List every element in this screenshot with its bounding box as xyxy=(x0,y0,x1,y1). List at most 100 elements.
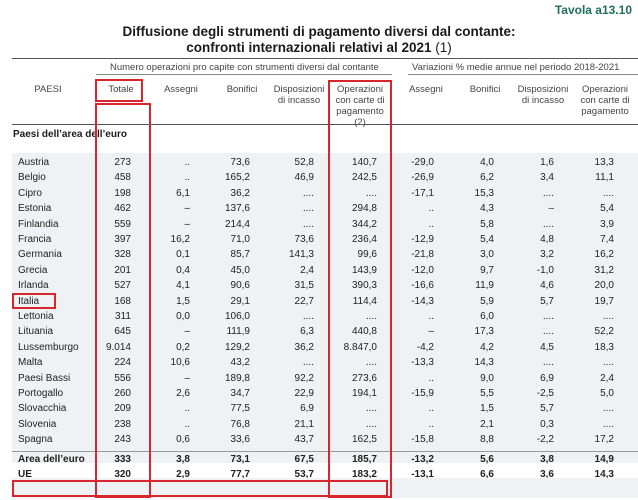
col-header-carte: Operazioni con carte di pagamento (2) xyxy=(335,84,385,128)
col-header-totale: Totale xyxy=(108,84,134,95)
table-cell: 458 xyxy=(114,172,131,184)
table-cell: 1,5 xyxy=(176,295,190,307)
row-label: Irlanda xyxy=(18,280,49,292)
table-cell: 73,6 xyxy=(230,157,250,168)
table-cell: 92,2 xyxy=(294,372,314,384)
table-cell: 238 xyxy=(114,418,131,430)
table-cell: – xyxy=(184,372,190,384)
table-cell: 46,9 xyxy=(294,172,314,184)
table-row: Spagna 243 0,6 33,6 43,7 162,5 -15,8 8,8 -2,2 17,… xyxy=(12,433,638,448)
table-cell: 14,3 xyxy=(594,469,614,481)
table-row: Finlandia 559 – 214,4.... 344,2.. 5,8.... 3,9 xyxy=(12,218,638,233)
table-number: Tavola a13.10 xyxy=(554,3,632,17)
header-rule xyxy=(12,124,638,125)
table-cell: 77,5 xyxy=(230,403,250,415)
table-cell: 9.014 xyxy=(105,341,131,353)
table-cell: 34,7 xyxy=(230,388,250,399)
table-cell: 273 xyxy=(114,157,131,168)
table-cell: 129,2 xyxy=(224,341,250,353)
table-cell: 31,2 xyxy=(594,264,614,276)
table-cell: -12,0 xyxy=(411,264,434,276)
table-cell: 36,2 xyxy=(230,187,250,199)
table-cell: 5,4 xyxy=(600,203,614,215)
table-cell: .. xyxy=(428,403,434,415)
row-label: Lettonia xyxy=(18,311,54,322)
table-cell: .... xyxy=(602,187,614,199)
table-title-line1: Diffusione degli strumenti di pagamento … xyxy=(122,24,516,39)
table-cell: -17,1 xyxy=(411,187,434,199)
table-cell: 328 xyxy=(114,249,131,261)
table-cell: 3,2 xyxy=(540,249,554,261)
row-label: Lussemburgo xyxy=(18,341,79,353)
table-cell: 527 xyxy=(114,280,131,292)
table-cell: 5,9 xyxy=(480,295,494,307)
table-cell: 8,8 xyxy=(480,434,494,446)
row-label: Slovenia xyxy=(18,418,57,430)
table-cell: 165,2 xyxy=(224,172,250,184)
table-row: Francia 397 16,2 71,0 73,6 236,4 -12,9 5,4 4,8 7,… xyxy=(12,233,638,248)
table-cell: 11,9 xyxy=(475,280,494,292)
table-cell: .. xyxy=(184,403,190,415)
table-cell: 16,2 xyxy=(594,249,614,261)
table-cell: 31,5 xyxy=(294,280,314,292)
table-cell: 33,6 xyxy=(230,434,250,446)
table-cell: 556 xyxy=(114,372,131,384)
table-row: Slovacchia 209.. 77,5 6,9...... 1,5 5,7.... xyxy=(12,402,638,417)
row-label: Belgio xyxy=(18,172,46,184)
table-cell: 7,4 xyxy=(600,234,614,245)
table-cell: 53,7 xyxy=(294,469,314,481)
table-cell: 85,7 xyxy=(230,249,250,261)
table-cell: 14,3 xyxy=(474,357,494,369)
table-cell: 3,8 xyxy=(540,453,554,465)
table-cell: .... xyxy=(365,418,377,430)
table-cell: 0,4 xyxy=(176,264,190,276)
table-cell: -4,2 xyxy=(416,341,434,353)
table-cell: – xyxy=(184,218,190,230)
table-cell: – xyxy=(548,203,554,215)
table-cell: 3,6 xyxy=(540,469,554,481)
table-cell: -13,1 xyxy=(411,469,434,481)
table-title-text: confronti internazionali relativi al 202… xyxy=(186,40,432,55)
table-cell: -16,6 xyxy=(411,280,434,292)
row-label: Lituania xyxy=(18,326,54,338)
row-label: Austria xyxy=(18,157,50,168)
row-label: Spagna xyxy=(18,434,53,446)
table-cell: .... xyxy=(542,326,554,338)
table-cell: 5,7 xyxy=(540,403,554,415)
table-cell: 5,8 xyxy=(480,218,494,230)
top-rule xyxy=(12,58,638,59)
table-row: Malta 224 10,6 43,2........ -13,3 14,3.......… xyxy=(12,356,638,371)
col-header-disposizioni: Disposizioni di incasso xyxy=(273,84,325,106)
table-cell: .. xyxy=(428,372,434,384)
table-row: Slovenia 238.. 76,8 21,1...... 2,1 0,3.... xyxy=(12,418,638,433)
table-cell: 5,6 xyxy=(480,453,494,465)
table-cell: 462 xyxy=(114,203,131,215)
table-cell: 114,4 xyxy=(352,295,377,307)
table-cell: 106,0 xyxy=(224,311,250,322)
table-cell: 43,2 xyxy=(230,357,250,369)
table-cell: .... xyxy=(302,357,314,369)
table-cell: .. xyxy=(428,418,434,430)
table-cell: 2,1 xyxy=(480,418,494,430)
table-cell: .... xyxy=(542,311,554,322)
table-cell: 243 xyxy=(114,434,131,446)
table-cell: -14,3 xyxy=(411,295,434,307)
group-rule-changes xyxy=(408,74,638,75)
table-row: Lituania 645 – 111,9 6,3 440,8 – 17,3.... 52,2 xyxy=(12,325,638,340)
table-cell: 5,5 xyxy=(480,388,494,399)
table-cell: .... xyxy=(602,403,614,415)
highlight-totale-header xyxy=(95,79,143,102)
row-label: Slovacchia xyxy=(18,403,67,415)
table-cell: 4,8 xyxy=(540,234,554,245)
table-cell: 111,9 xyxy=(226,326,250,338)
table-cell: -26,9 xyxy=(411,172,434,184)
col-header-var-disposizioni: Disposizioni di incasso xyxy=(517,84,569,106)
table-cell: 17,2 xyxy=(594,434,614,446)
table-cell: 2,6 xyxy=(176,388,190,399)
table-cell: 143,9 xyxy=(351,264,377,276)
table-cell: 21,1 xyxy=(294,418,314,430)
table-cell: 13,3 xyxy=(594,157,614,168)
table-cell: .... xyxy=(365,403,377,415)
table-cell: 1,6 xyxy=(540,157,554,168)
table-cell: 22,9 xyxy=(294,388,314,399)
